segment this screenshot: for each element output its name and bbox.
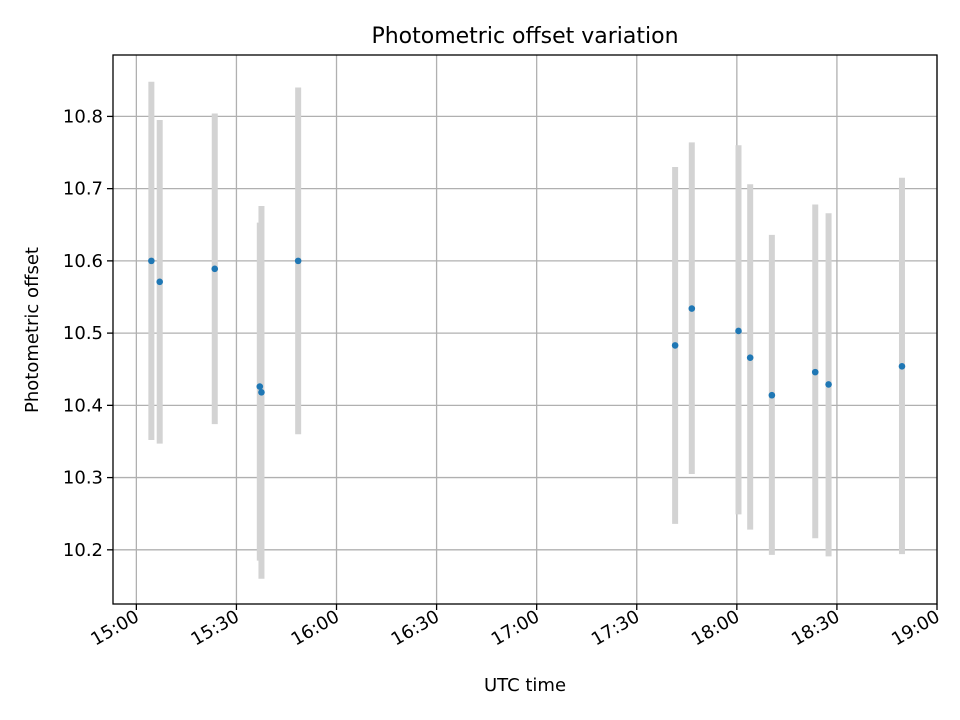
y-tick-label: 10.8	[63, 106, 103, 127]
y-tick-label: 10.7	[63, 179, 103, 200]
data-point	[811, 368, 819, 376]
y-tick-label: 10.5	[63, 323, 103, 344]
data-point	[256, 383, 264, 390]
x-axis-label: UTC time	[484, 675, 566, 696]
data-point	[898, 363, 906, 370]
data-point	[671, 342, 679, 349]
data-point	[735, 327, 742, 335]
data-point	[688, 305, 696, 312]
y-tick-label: 10.4	[63, 395, 103, 416]
data-points	[148, 257, 906, 399]
y-tick-label: 10.6	[63, 251, 103, 272]
data-point	[258, 389, 265, 396]
plot-frame	[112, 54, 938, 605]
data-point	[768, 391, 776, 399]
data-point	[825, 381, 832, 388]
data-point	[294, 257, 302, 265]
y-axis-ticks: 10.2 10.3 10.4 10.5 10.6 10.7 10.8	[63, 106, 113, 561]
y-axis-label: Photometric offset	[22, 247, 43, 413]
data-point	[156, 278, 164, 286]
data-point	[746, 354, 754, 361]
data-point	[211, 265, 219, 273]
data-point	[148, 257, 155, 265]
chart-title: Photometric offset variation	[371, 24, 678, 49]
y-tick-label: 10.2	[63, 540, 103, 561]
y-tick-label: 10.3	[63, 468, 103, 489]
